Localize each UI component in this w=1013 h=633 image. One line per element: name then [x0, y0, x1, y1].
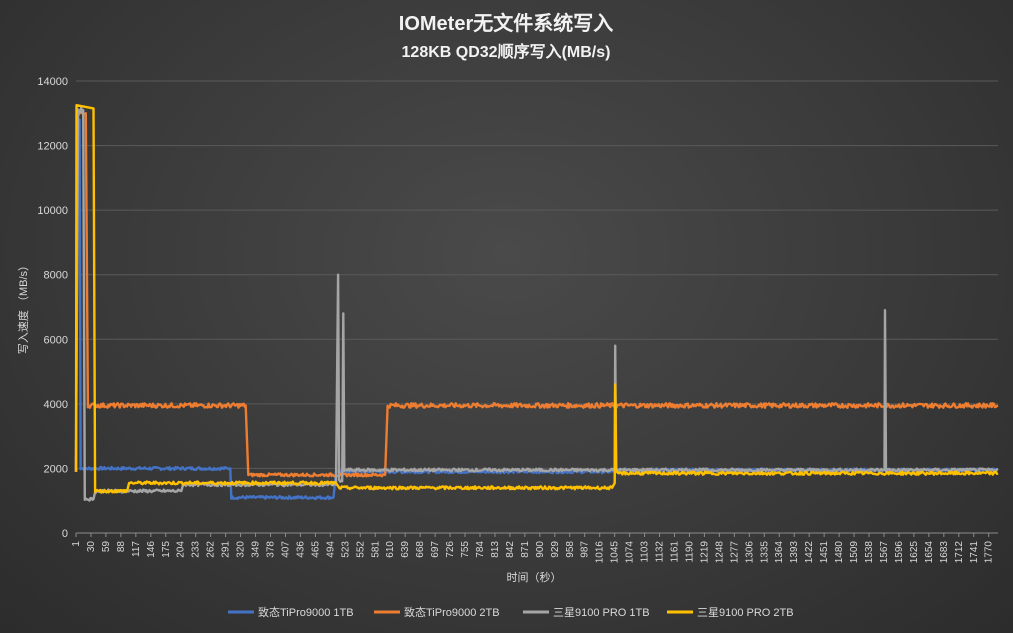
y-axis-label: 写入速度 （MB/s） [16, 260, 30, 354]
x-tick-label: 88 [116, 541, 127, 553]
x-tick-label: 1712 [954, 541, 965, 564]
y-tick-label: 10000 [37, 205, 68, 217]
x-tick-label: 755 [460, 541, 471, 558]
x-tick-label: 1364 [774, 541, 785, 564]
x-tick-label: 1045 [610, 541, 621, 564]
x-tick-label: 1190 [684, 541, 695, 563]
x-tick-label: 1248 [714, 541, 725, 564]
x-axis-label: 时间（秒） [507, 570, 562, 584]
x-tick-label: 117 [131, 541, 142, 557]
x-tick-label: 958 [565, 541, 576, 558]
x-tick-label: 552 [355, 541, 366, 558]
x-tick-label: 320 [236, 541, 247, 558]
x-tick-label: 1074 [625, 541, 636, 564]
x-tick-label: 523 [340, 541, 351, 558]
x-tick-label: 987 [580, 541, 591, 558]
legend-label: 三星9100 PRO 1TB [553, 606, 650, 619]
x-tick-label: 349 [251, 541, 262, 558]
x-tick-label: 929 [550, 541, 561, 558]
x-tick-label: 1451 [819, 541, 830, 564]
x-tick-label: 784 [475, 541, 486, 558]
legend-label: 三星9100 PRO 2TB [697, 606, 794, 619]
x-tick-label: 842 [505, 541, 516, 558]
x-tick-label: 146 [146, 541, 157, 558]
x-tick-label: 581 [370, 541, 381, 558]
x-tick-label: 813 [490, 541, 501, 558]
x-tick-label: 175 [161, 541, 172, 558]
legend-label: 致态TiPro9000 1TB [258, 605, 354, 619]
x-tick-label: 233 [191, 541, 202, 558]
x-tick-label: 204 [176, 541, 187, 558]
y-tick-label: 2000 [44, 463, 68, 475]
chart-title: IOMeter无文件系统写入 [399, 11, 613, 35]
x-tick-label: 1422 [804, 541, 815, 564]
x-tick-label: 697 [430, 541, 441, 558]
legend: 致态TiPro9000 1TB 致态TiPro9000 2TB 三星9100 PRO… [228, 605, 794, 619]
grid-layer [76, 80, 998, 534]
x-tick-label: 1480 [834, 541, 845, 564]
x-tick-label: 1770 [984, 541, 995, 564]
y-tick-label: 6000 [44, 334, 68, 346]
x-tick-label: 1161 [670, 541, 681, 563]
x-axis-ticks: 1 30 59 88 117 146 175 204 233 262 291 320 349 378 407… [71, 533, 995, 563]
x-tick-label: 1393 [789, 541, 800, 564]
y-tick-label: 4000 [44, 399, 68, 411]
y-tick-label: 12000 [37, 141, 68, 153]
x-tick-label: 1567 [879, 541, 890, 564]
x-tick-label: 494 [325, 541, 336, 558]
y-axis-ticks: 0 2000 4000 6000 8000 10000 12000 14000 [37, 76, 68, 540]
x-tick-label: 1132 [655, 541, 666, 563]
x-tick-label: 1306 [744, 541, 755, 564]
x-tick-label: 1 [71, 541, 82, 547]
x-tick-label: 900 [535, 541, 546, 558]
x-tick-label: 668 [415, 541, 426, 558]
series-line-4 [74, 104, 999, 494]
x-tick-label: 1277 [729, 541, 740, 564]
x-tick-label: 59 [101, 541, 112, 553]
x-tick-label: 1625 [909, 541, 920, 564]
series-layer [74, 104, 999, 502]
x-tick-label: 436 [295, 541, 306, 558]
x-tick-label: 1016 [595, 541, 606, 564]
y-tick-label: 0 [62, 528, 68, 540]
x-tick-label: 1219 [699, 541, 710, 564]
series-line-2 [74, 110, 999, 478]
x-tick-label: 291 [221, 541, 232, 558]
x-tick-label: 407 [280, 541, 291, 558]
x-tick-label: 1741 [969, 541, 980, 564]
x-tick-label: 262 [206, 541, 217, 558]
x-tick-label: 1538 [864, 541, 875, 564]
x-tick-label: 1596 [894, 541, 905, 564]
x-tick-label: 1509 [849, 541, 860, 564]
x-tick-label: 726 [445, 541, 456, 558]
x-tick-label: 378 [266, 541, 277, 558]
x-tick-label: 871 [520, 541, 531, 558]
x-tick-label: 1683 [939, 541, 950, 564]
series-line-1 [74, 118, 999, 501]
x-tick-label: 639 [400, 541, 411, 558]
x-tick-label: 30 [86, 541, 97, 553]
y-tick-label: 14000 [37, 76, 68, 88]
x-tick-label: 610 [385, 541, 396, 558]
x-tick-label: 1654 [924, 541, 935, 564]
series-line-3 [74, 106, 999, 502]
y-tick-label: 8000 [44, 270, 68, 282]
legend-label: 致态TiPro9000 2TB [404, 605, 500, 619]
x-tick-label: 1103 [640, 541, 651, 563]
x-tick-label: 1335 [759, 541, 770, 564]
x-tick-label: 465 [310, 541, 321, 558]
chart-subtitle: 128KB QD32顺序写入(MB/s) [402, 42, 611, 61]
